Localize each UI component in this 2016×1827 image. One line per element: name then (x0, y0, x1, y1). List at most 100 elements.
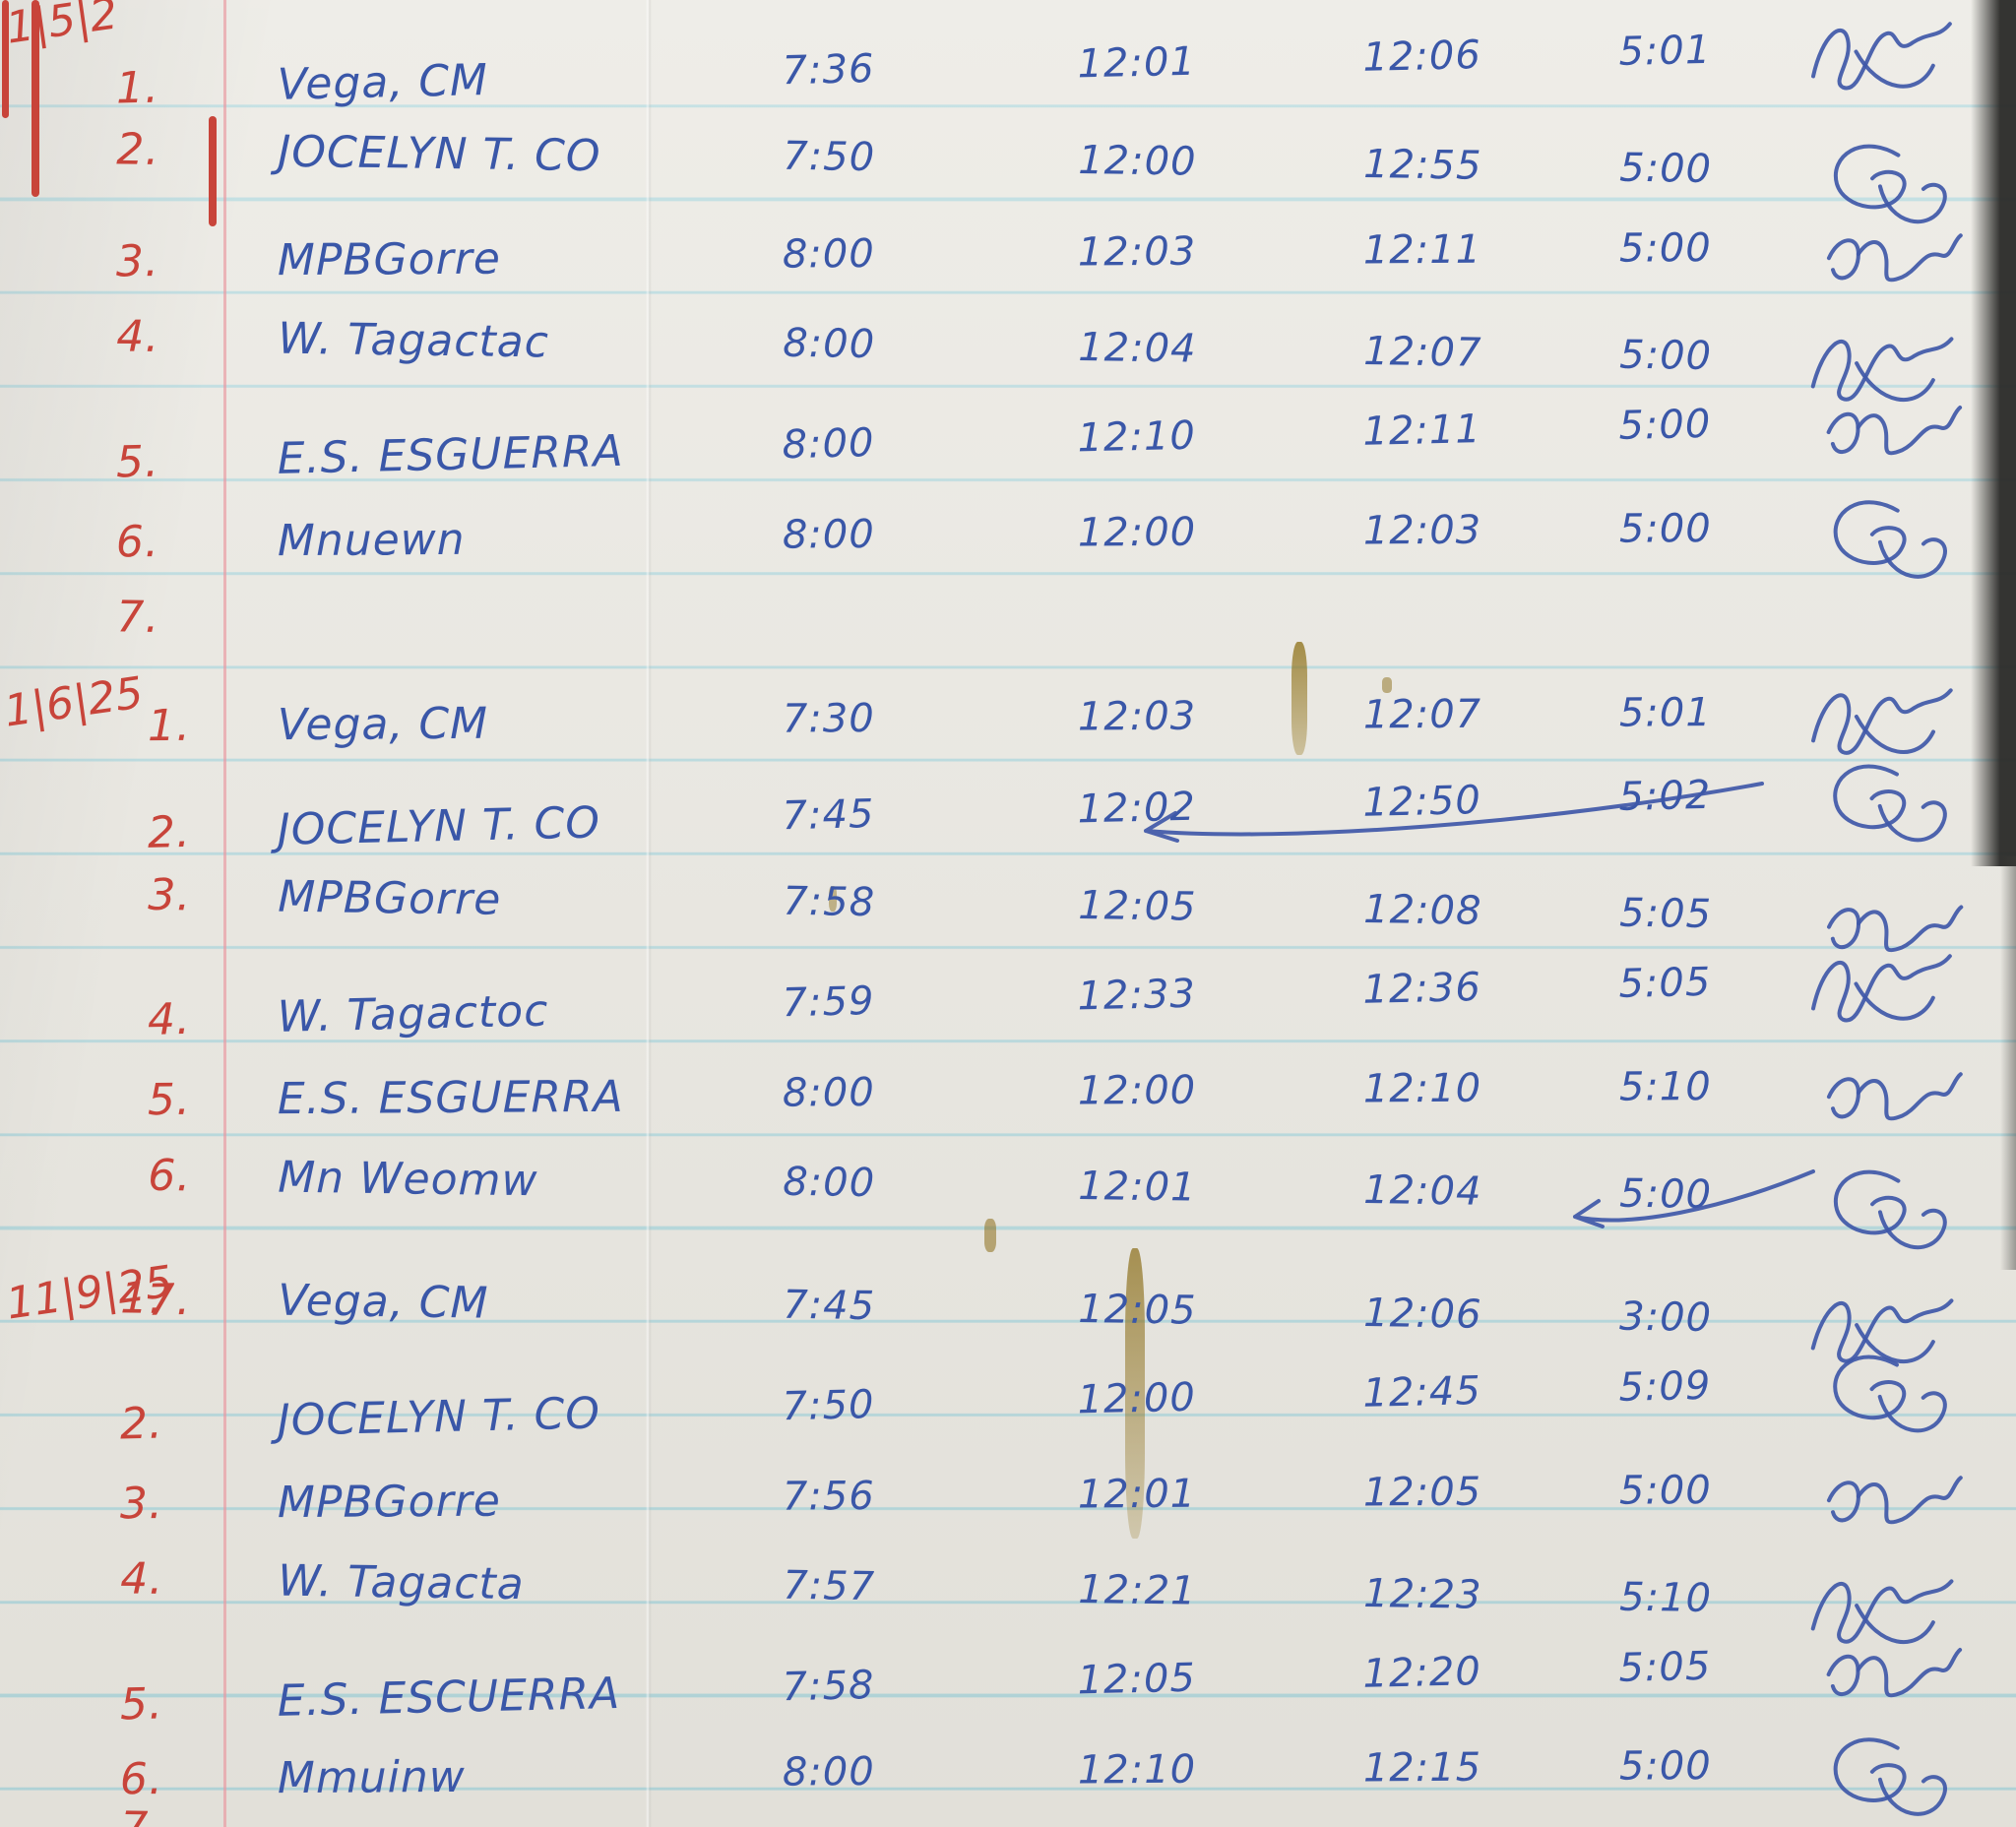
time-cell: 12:11 (1362, 226, 1482, 274)
time-cell: 12:50 (1361, 778, 1482, 826)
row-number: 2. (147, 806, 192, 858)
employee-name: MPBGorre (277, 1476, 502, 1529)
time-cell: 5:00 (1618, 1468, 1712, 1514)
row-number: 7. (115, 592, 160, 643)
time-cell: 12:33 (1077, 971, 1197, 1020)
row-number: 5. (119, 1678, 164, 1731)
photo-edge-shadow (2000, 856, 2016, 1270)
time-cell: 12:23 (1362, 1571, 1482, 1618)
time-cell: 7:30 (782, 695, 875, 742)
employee-name: MPBGorre (277, 871, 502, 925)
employee-name: E.S. ESCUERRA (277, 1668, 621, 1727)
time-cell: 12:00 (1077, 1067, 1197, 1114)
photo-edge-shadow (1971, 0, 2016, 866)
time-cell: 12:11 (1361, 407, 1482, 455)
row-number: 1. (147, 700, 192, 752)
red-pen-stroke (32, 0, 39, 197)
time-cell: 12:00 (1077, 137, 1197, 185)
employee-name: JOCELYN T. CO (277, 1388, 601, 1446)
time-cell: 12:05 (1077, 882, 1197, 930)
time-cell: 7:50 (782, 1382, 875, 1430)
row-number: 2. (115, 124, 160, 175)
employee-name: JOCELYN T. CO (277, 797, 601, 855)
time-cell: 12:10 (1077, 1746, 1197, 1794)
employee-name: E.S. ESGUERRA (277, 425, 625, 484)
row-number: 3. (115, 236, 160, 287)
row-number: 3. (147, 869, 192, 921)
signature-scribble (1803, 1044, 2001, 1158)
time-cell: 3:00 (1618, 1293, 1713, 1341)
signature-scribble (1803, 486, 2001, 599)
signature-scribble (1803, 206, 2001, 319)
time-cell: 12:00 (1077, 509, 1197, 556)
row-number: 6. (115, 517, 160, 568)
time-cell: 12:05 (1362, 1469, 1482, 1516)
row-number: 5. (115, 436, 160, 488)
time-cell: 12:45 (1361, 1368, 1482, 1417)
time-cell: 7:45 (782, 1282, 876, 1330)
time-cell: 12:21 (1077, 1566, 1197, 1614)
time-cell: 5:01 (1618, 690, 1712, 736)
employee-name: Mn Weomw (277, 1152, 538, 1207)
row-number: 1. (115, 62, 160, 114)
row-number: 4. (119, 1553, 164, 1606)
time-cell: 5:05 (1617, 959, 1712, 1007)
time-cell: 12:08 (1362, 887, 1482, 934)
employee-name: W. Tagacta (277, 1555, 526, 1610)
employee-name: Vega, CM (277, 698, 489, 751)
employee-name: Mmuinw (277, 1751, 466, 1804)
employee-name: E.S. ESGUERRA (277, 1071, 624, 1125)
time-cell: 12:15 (1362, 1744, 1482, 1792)
time-cell: 12:03 (1362, 507, 1482, 554)
time-cell: 7:58 (782, 1663, 875, 1711)
time-cell: 5:00 (1618, 506, 1712, 552)
time-cell: 5:02 (1617, 772, 1712, 820)
time-cell: 5:05 (1618, 890, 1713, 937)
signature-scribble (1801, 377, 2001, 494)
signature-scribble (1801, 748, 2001, 865)
time-cell: 12:02 (1077, 784, 1197, 833)
time-cell: 5:09 (1617, 1362, 1712, 1411)
time-cell: 5:01 (1617, 27, 1712, 75)
time-cell: 12:07 (1362, 329, 1482, 376)
time-cell: 7:57 (782, 1562, 876, 1610)
time-cell: 5:00 (1618, 1170, 1713, 1218)
employee-name: JOCELYN T. CO (277, 126, 601, 182)
time-cell: 5:00 (1618, 332, 1713, 379)
employee-name: W. Tagactoc (277, 985, 549, 1042)
time-cell: 12:06 (1362, 1291, 1482, 1338)
employee-name: MPBGorre (277, 233, 502, 286)
employee-name: Vega, CM (277, 54, 489, 110)
row-number: 5. (147, 1074, 192, 1126)
time-cell: 12:07 (1362, 691, 1482, 738)
time-cell: 12:04 (1077, 324, 1197, 372)
time-cell: 12:01 (1077, 1163, 1197, 1211)
row-number: 1. (119, 1273, 164, 1325)
employee-name: W. Tagactac (277, 313, 550, 368)
time-cell: 12:03 (1077, 228, 1197, 276)
row-number: 6. (147, 1150, 192, 1202)
time-cell: 7:56 (782, 1473, 875, 1520)
time-cell: 8:00 (782, 230, 875, 278)
signature-scribble (1801, 935, 2001, 1052)
time-cell: 12:01 (1077, 38, 1197, 88)
time-cell: 12:03 (1077, 693, 1197, 740)
time-cell: 7:58 (782, 878, 876, 926)
block1-date: 1|5|2 (3, 0, 121, 54)
time-cell: 8:00 (782, 511, 875, 558)
signature-scribble (1801, 3, 2001, 120)
red-margin-line (223, 0, 226, 1827)
time-cell: 12:55 (1362, 142, 1482, 189)
employee-name: Mnuewn (277, 514, 466, 567)
time-cell: 12:01 (1077, 1471, 1197, 1518)
time-cell: 8:00 (782, 320, 876, 368)
time-cell: 8:00 (782, 1748, 875, 1796)
signature-scribble (1803, 1448, 2001, 1561)
time-cell: 7:45 (782, 791, 875, 840)
time-cell: 12:10 (1362, 1065, 1482, 1112)
time-cell: 5:00 (1618, 1743, 1712, 1790)
row-number: 3. (119, 1478, 164, 1530)
time-cell: 7:50 (782, 133, 876, 181)
time-cell: 7:59 (782, 978, 875, 1027)
